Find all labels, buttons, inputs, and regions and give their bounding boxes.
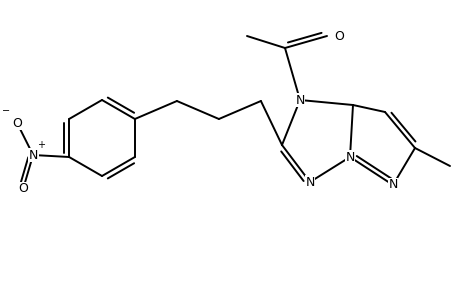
Text: N: N bbox=[305, 176, 314, 188]
Text: N: N bbox=[387, 178, 397, 191]
Text: +: + bbox=[37, 140, 45, 150]
Text: O: O bbox=[12, 116, 22, 130]
Text: N: N bbox=[345, 151, 354, 164]
Text: N: N bbox=[295, 94, 304, 106]
Text: O: O bbox=[18, 182, 28, 196]
Text: N: N bbox=[28, 148, 38, 161]
Text: O: O bbox=[333, 29, 343, 43]
Text: −: − bbox=[2, 106, 10, 116]
